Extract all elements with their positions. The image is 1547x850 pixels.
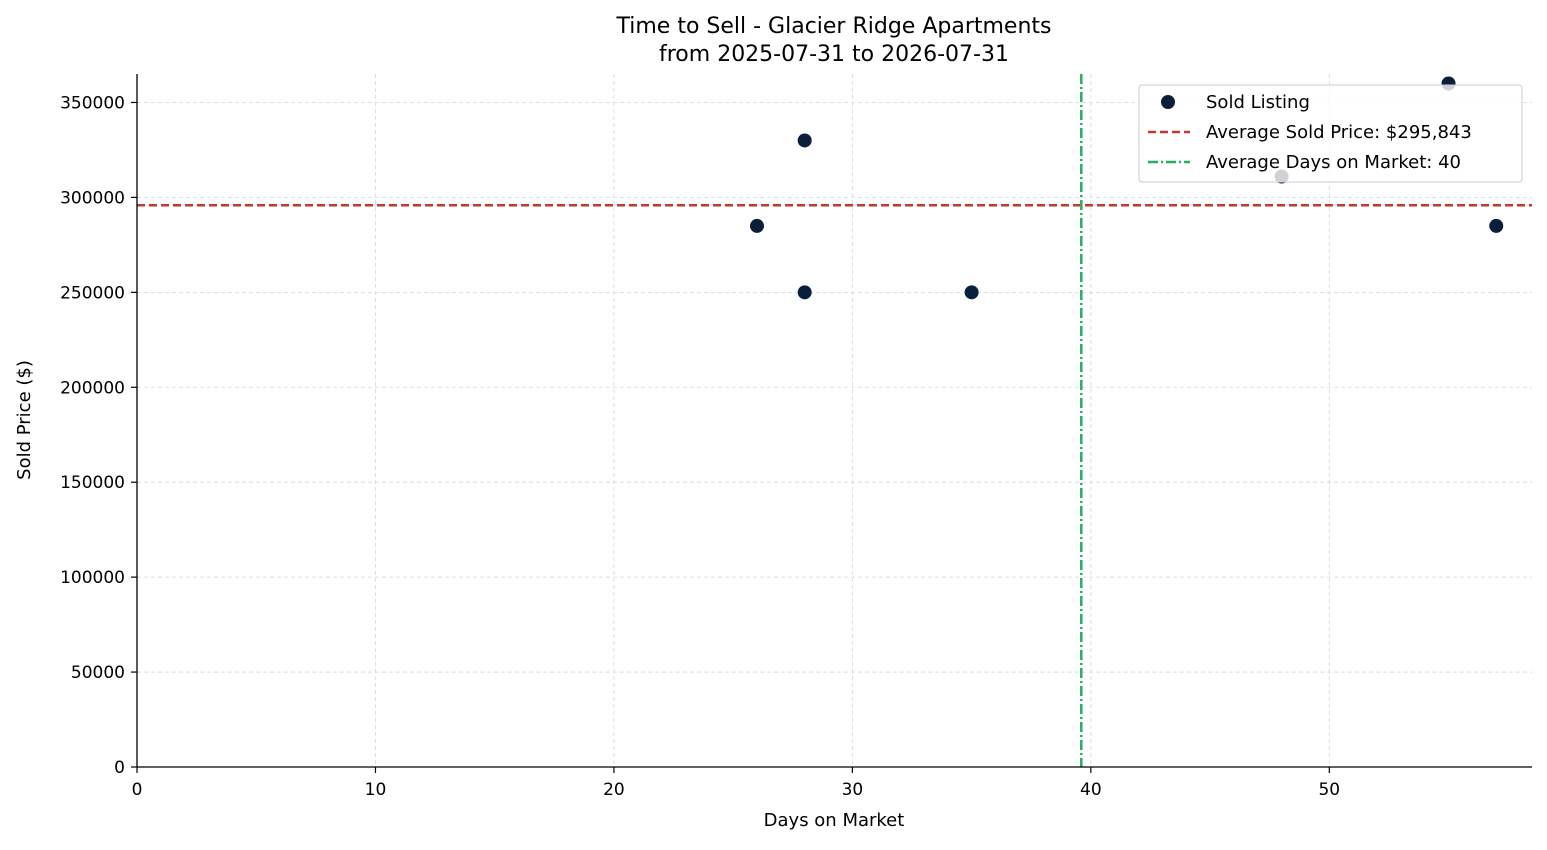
ticks: 0 10 20 30 40 50 0 50000 100000 150000 200000 25000…: [60, 93, 1340, 800]
x-tick-label: 20: [603, 780, 625, 800]
sold-listing-point: [1489, 218, 1504, 233]
legend-label-average-days: Average Days on Market: 40: [1206, 152, 1461, 173]
y-tick-label: 100000: [60, 568, 125, 588]
chart-title: Time to Sell - Glacier Ridge Apartments: [615, 14, 1051, 39]
legend-box: [1138, 84, 1523, 183]
y-tick-label: 150000: [60, 473, 125, 493]
y-tick-label: 300000: [60, 188, 125, 208]
x-tick-label: 50: [1318, 780, 1340, 800]
y-tick-label: 350000: [60, 93, 125, 113]
legend: Sold Listing Average Sold Price: $295,84…: [1138, 84, 1523, 183]
sold-listing-point: [797, 285, 812, 300]
legend-label-sold-listing: Sold Listing: [1206, 92, 1310, 113]
x-tick-label: 10: [365, 780, 387, 800]
legend-marker-sold-listing: [1161, 95, 1175, 109]
x-tick-label: 0: [132, 780, 143, 800]
legend-label-average-price: Average Sold Price: $295,843: [1206, 122, 1472, 143]
x-tick-label: 40: [1080, 780, 1102, 800]
y-tick-label: 50000: [71, 663, 125, 683]
sold-listing-point: [797, 133, 812, 148]
y-tick-label: 250000: [60, 283, 125, 303]
chart-subtitle: from 2025-07-31 to 2026-07-31: [659, 42, 1009, 67]
sold-listing-point: [964, 285, 979, 300]
x-tick-label: 30: [842, 780, 864, 800]
reference-lines: [137, 74, 1532, 767]
y-axis-label: Sold Price ($): [14, 360, 35, 480]
x-axis-label: Days on Market: [764, 810, 905, 831]
y-tick-label: 0: [114, 758, 125, 778]
y-tick-label: 200000: [60, 378, 125, 398]
axes: [136, 74, 1532, 768]
sold-listing-point: [750, 218, 764, 233]
